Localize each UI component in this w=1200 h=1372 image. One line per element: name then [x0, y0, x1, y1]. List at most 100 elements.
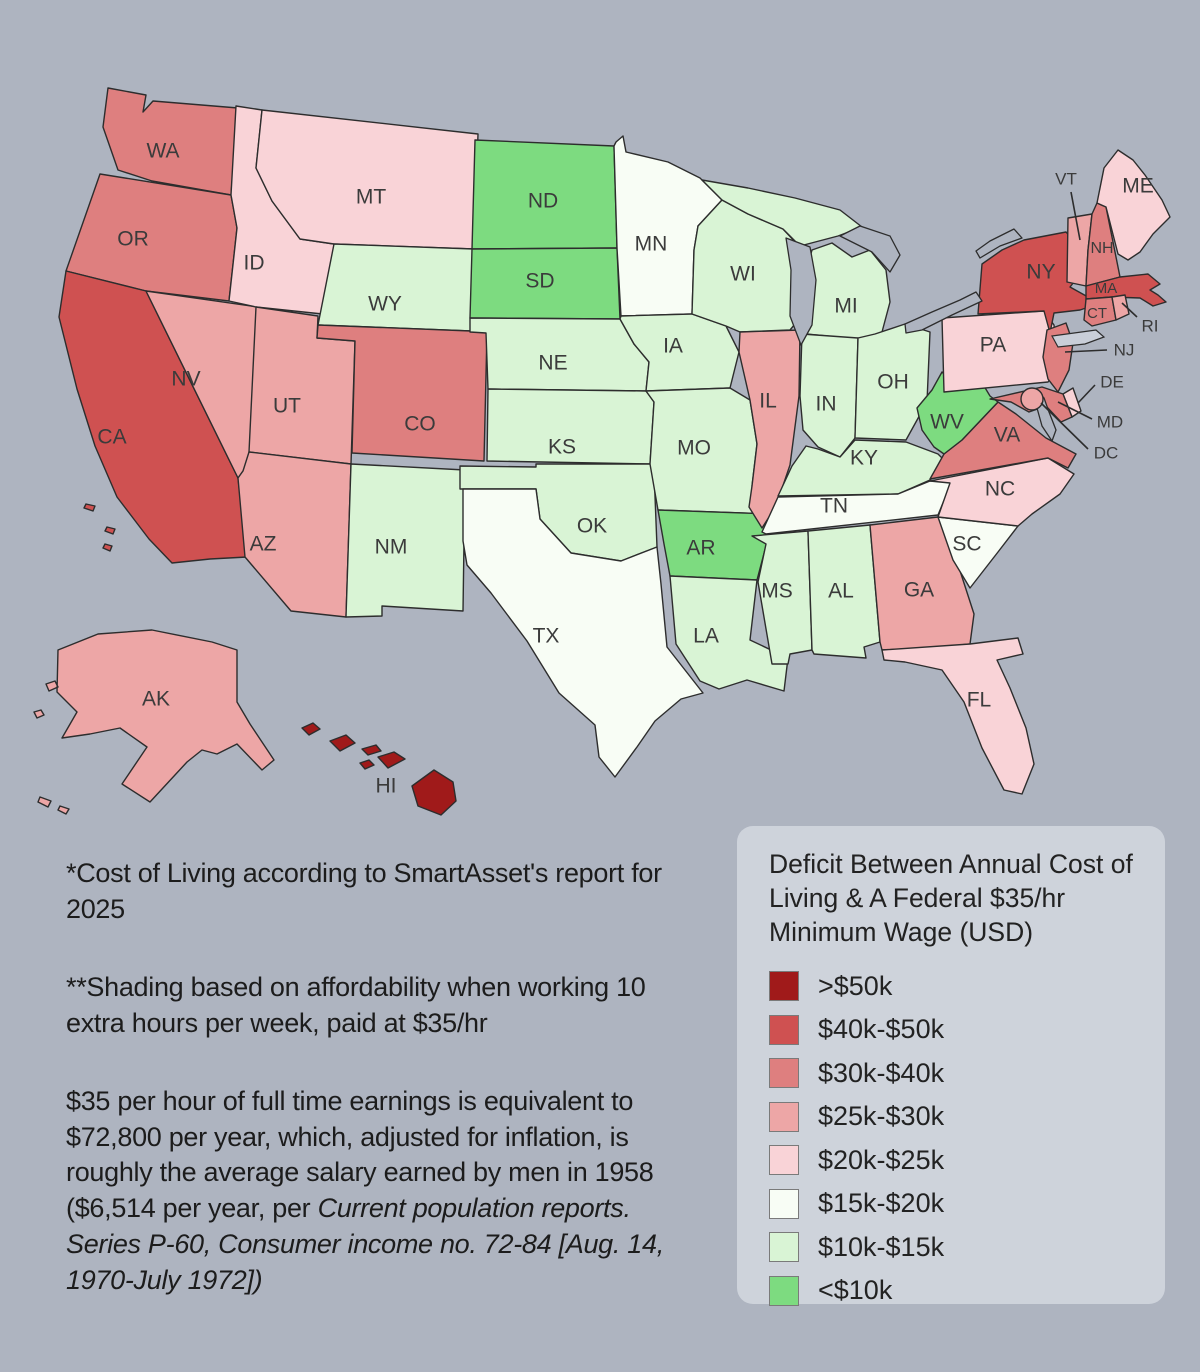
- state-ME: [1096, 149, 1171, 261]
- state-label-TN: TN: [820, 495, 848, 518]
- lake-ontario: [975, 228, 1023, 259]
- legend-item-label: $10k-$15k: [818, 1231, 945, 1262]
- state-label-NC: NC: [985, 478, 1015, 501]
- state-label-AR: AR: [686, 537, 715, 560]
- legend-item-label: $20k-$25k: [818, 1144, 945, 1175]
- leader-line-DE: [1077, 384, 1096, 404]
- note-cost-of-living: *Cost of Living according to SmartAsset'…: [66, 858, 662, 924]
- state-OH: [854, 323, 931, 441]
- legend-item: <$10k: [769, 1269, 1135, 1313]
- state-CT: [1083, 296, 1117, 327]
- state-label-LA: LA: [693, 625, 719, 648]
- legend-item: $15k-$20k: [769, 1182, 1135, 1226]
- state-label-MD: MD: [1097, 412, 1123, 431]
- state-label-PA: PA: [980, 334, 1006, 357]
- state-label-CT: CT: [1087, 305, 1107, 322]
- state-label-IN: IN: [816, 393, 837, 416]
- state-label-WI: WI: [730, 263, 756, 286]
- legend-color-swatch: [769, 1014, 799, 1045]
- state-label-NE: NE: [538, 352, 567, 375]
- state-label-WA: WA: [146, 140, 179, 163]
- state-label-KS: KS: [548, 436, 576, 459]
- state-label-NH: NH: [1090, 240, 1113, 257]
- state-label-IL: IL: [759, 390, 777, 413]
- state-WY: [317, 243, 475, 332]
- state-NC: [929, 457, 1075, 527]
- legend-items: >$50k $40k-$50k $30k-$40k $25k-$30k $20k-$25…: [769, 965, 1135, 1313]
- us-choropleth-map: WA OR CA NV ID MT WY UT CO AZ NM ND SD NE KS OK TX MN IA MO…: [33, 87, 1171, 816]
- lake-michigan: [785, 237, 817, 346]
- state-label-MO: MO: [677, 437, 711, 460]
- legend-item-label: $40k-$50k: [818, 1014, 945, 1045]
- state-label-VT: VT: [1055, 169, 1077, 188]
- state-label-AZ: AZ: [250, 533, 277, 556]
- state-label-TX: TX: [533, 625, 560, 648]
- state-label-CA: CA: [97, 426, 126, 449]
- legend-item-label: $25k-$30k: [818, 1101, 945, 1132]
- legend-item: $10k-$15k: [769, 1226, 1135, 1270]
- legend-color-swatch: [769, 1188, 799, 1219]
- state-TX: [462, 488, 704, 778]
- state-label-OK: OK: [577, 515, 607, 538]
- state-label-CO: CO: [404, 413, 436, 436]
- footnotes: *Cost of Living according to SmartAsset'…: [66, 856, 684, 1341]
- legend-item-label: >$50k: [818, 970, 893, 1001]
- state-label-DE: DE: [1100, 372, 1124, 391]
- legend-item: $20k-$25k: [769, 1139, 1135, 1183]
- state-label-AL: AL: [828, 580, 854, 603]
- leader-line-VT: [1070, 191, 1081, 241]
- state-CA: [58, 270, 248, 564]
- state-label-SD: SD: [525, 270, 554, 293]
- legend-color-swatch: [769, 971, 799, 1002]
- long-island-shape: [1051, 329, 1106, 348]
- state-label-IA: IA: [663, 335, 683, 358]
- state-label-OR: OR: [117, 228, 149, 251]
- state-label-NM: NM: [375, 536, 408, 559]
- state-label-SC: SC: [952, 533, 981, 556]
- state-label-AK: AK: [142, 688, 170, 711]
- state-label-RI: RI: [1142, 316, 1159, 335]
- state-label-KY: KY: [850, 447, 878, 470]
- state-FL: [881, 637, 1035, 795]
- leader-line-RI: [1121, 302, 1138, 318]
- legend-item: $30k-$40k: [769, 1052, 1135, 1096]
- state-label-UT: UT: [273, 395, 301, 418]
- legend-item: >$50k: [769, 965, 1135, 1009]
- state-label-WY: WY: [368, 293, 402, 316]
- leader-line-NJ: [1064, 349, 1108, 353]
- state-label-MA: MA: [1095, 280, 1118, 297]
- state-label-NV: NV: [171, 368, 200, 391]
- leader-line-MD: [1057, 401, 1093, 420]
- state-AK: [33, 629, 275, 815]
- state-DC-marker: [1020, 387, 1044, 411]
- state-label-DC: DC: [1094, 443, 1119, 462]
- us-map-svg: WA OR CA NV ID MT WY UT CO AZ NM ND SD NE KS OK TX MN IA MO…: [33, 87, 1171, 816]
- state-KY: [777, 439, 949, 497]
- state-label-ID: ID: [244, 252, 265, 275]
- legend-color-swatch: [769, 1101, 799, 1132]
- lake-erie: [904, 291, 983, 334]
- state-RI: [1111, 294, 1130, 321]
- legend-title: Deficit Between Annual Cost of Living & …: [769, 849, 1133, 947]
- legend-item-label: $30k-$40k: [818, 1057, 945, 1088]
- state-LA: [669, 575, 789, 692]
- note-equivalence-citation: Current population reports. Series P-60,…: [66, 1193, 664, 1296]
- legend-color-swatch: [769, 1058, 799, 1089]
- state-label-NY: NY: [1026, 261, 1055, 284]
- legend-color-swatch: [769, 1145, 799, 1176]
- state-label-MS: MS: [761, 580, 793, 603]
- leader-line-DC: [1040, 402, 1089, 450]
- note-equivalence-regular: $35 per hour of full time earnings is eq…: [66, 1085, 654, 1224]
- legend-item: $40k-$50k: [769, 1008, 1135, 1052]
- legend-item: $25k-$30k: [769, 1095, 1135, 1139]
- state-label-MI: MI: [834, 295, 857, 318]
- state-label-OH: OH: [877, 371, 909, 394]
- legend-color-swatch: [769, 1275, 799, 1306]
- state-label-ME: ME: [1122, 175, 1154, 198]
- legend-item-label: $15k-$20k: [818, 1188, 945, 1219]
- state-HI: [301, 722, 457, 816]
- lake-huron: [839, 225, 901, 273]
- note-shading: **Shading based on affordability when wo…: [66, 971, 646, 1038]
- state-IL: [738, 329, 801, 529]
